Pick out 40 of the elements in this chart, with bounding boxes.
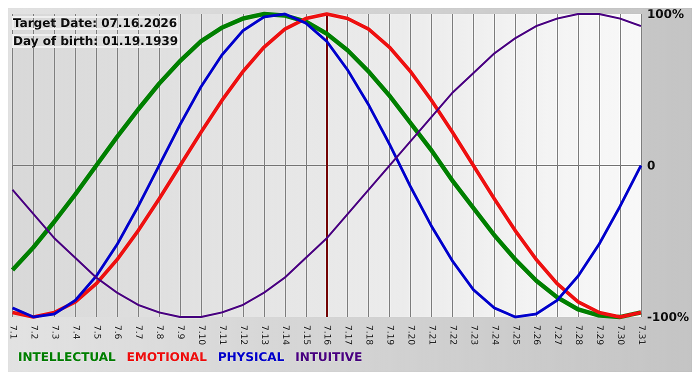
x-tick-label: 7.24 <box>489 325 500 346</box>
x-tick-label: 7.13 <box>258 325 269 346</box>
x-tick-label: 7.30 <box>615 325 625 346</box>
text: INTUITIVE <box>295 350 362 364</box>
x-tick-label: 7.17 <box>342 325 353 346</box>
y-tick-label: 100% <box>646 7 684 21</box>
x-tick-label: 7.25 <box>510 325 520 346</box>
x-tick-label: 7.10 <box>196 325 206 346</box>
x-tick-label: 7.20 <box>406 325 416 346</box>
x-tick-label: 7.12 <box>238 325 248 346</box>
x-tick-label: 7.15 <box>300 325 311 346</box>
x-tick-label: 7.27 <box>552 325 562 346</box>
x-tick-label: 7.14 <box>280 325 290 346</box>
y-tick-label: 0 <box>646 158 656 172</box>
annotation: Target Date: 07.16.2026 <box>13 16 178 30</box>
x-tick-label: 7.29 <box>594 325 604 346</box>
x-tick-label: 7.11 <box>216 325 227 346</box>
x-tick-label: 7.28 <box>573 325 584 346</box>
x-tick-label: 7.2 <box>28 325 38 340</box>
x-tick-label: 7.5 <box>91 325 102 340</box>
x-tick-label: 7.3 <box>49 325 60 340</box>
x-tick-label: 7.8 <box>154 325 164 340</box>
x-tick-label: 7.16 <box>322 325 332 346</box>
x-tick-label: 7.6 <box>112 325 122 340</box>
x-tick-label: 7.23 <box>468 325 478 346</box>
text: EMOTIONAL <box>126 350 208 364</box>
text: INTELLECTUAL <box>18 350 116 364</box>
text: PHYSICAL <box>218 350 285 364</box>
annotation: Day of birth: 01.19.1939 <box>13 34 178 48</box>
x-tick-label: 7.7 <box>133 325 144 340</box>
x-tick-label: 7.18 <box>364 325 374 346</box>
x-tick-label: 7.9 <box>175 325 186 340</box>
x-tick-label: 7.21 <box>426 325 436 346</box>
x-tick-label: 7.19 <box>384 325 395 346</box>
y-tick-label: -100% <box>646 310 690 324</box>
x-tick-label: 7.22 <box>447 325 458 346</box>
x-tick-label: 7.31 <box>636 325 646 346</box>
x-tick-label: 7.26 <box>531 325 542 346</box>
x-tick-label: 7.4 <box>70 325 80 340</box>
x-tick-label: 7.1 <box>8 325 18 340</box>
